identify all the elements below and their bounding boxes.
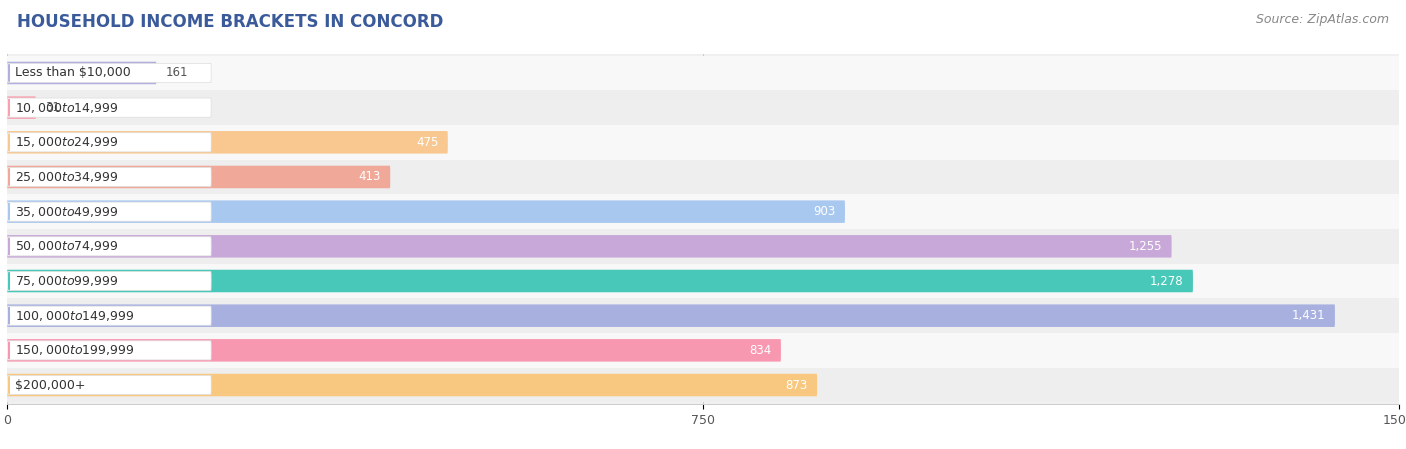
Text: 475: 475 <box>416 136 439 149</box>
Text: 1,431: 1,431 <box>1292 309 1326 322</box>
Text: 1,278: 1,278 <box>1150 274 1184 287</box>
Text: $25,000 to $34,999: $25,000 to $34,999 <box>15 170 118 184</box>
FancyBboxPatch shape <box>7 97 35 119</box>
Text: $200,000+: $200,000+ <box>15 379 86 392</box>
FancyBboxPatch shape <box>7 270 1192 292</box>
Bar <box>7 56 1399 90</box>
Bar <box>7 160 1399 194</box>
FancyBboxPatch shape <box>7 133 211 152</box>
Text: $10,000 to $14,999: $10,000 to $14,999 <box>15 101 118 114</box>
FancyBboxPatch shape <box>7 62 156 84</box>
Text: 31: 31 <box>45 101 60 114</box>
FancyBboxPatch shape <box>7 304 1334 327</box>
Text: HOUSEHOLD INCOME BRACKETS IN CONCORD: HOUSEHOLD INCOME BRACKETS IN CONCORD <box>17 13 443 31</box>
FancyBboxPatch shape <box>7 63 211 83</box>
Text: $100,000 to $149,999: $100,000 to $149,999 <box>15 308 135 323</box>
FancyBboxPatch shape <box>7 237 211 256</box>
Text: 873: 873 <box>786 379 808 392</box>
FancyBboxPatch shape <box>7 272 211 291</box>
Text: 161: 161 <box>166 66 188 79</box>
Text: $35,000 to $49,999: $35,000 to $49,999 <box>15 205 118 219</box>
FancyBboxPatch shape <box>7 375 211 395</box>
Text: Source: ZipAtlas.com: Source: ZipAtlas.com <box>1256 13 1389 26</box>
FancyBboxPatch shape <box>7 339 780 361</box>
FancyBboxPatch shape <box>7 98 211 117</box>
Bar <box>7 229 1399 264</box>
Bar <box>7 333 1399 368</box>
FancyBboxPatch shape <box>7 341 211 360</box>
Text: 1,255: 1,255 <box>1129 240 1163 253</box>
Bar <box>7 264 1399 298</box>
FancyBboxPatch shape <box>7 166 391 188</box>
Text: $150,000 to $199,999: $150,000 to $199,999 <box>15 343 135 357</box>
FancyBboxPatch shape <box>7 131 447 154</box>
Bar <box>7 298 1399 333</box>
FancyBboxPatch shape <box>7 306 211 325</box>
Bar <box>7 125 1399 160</box>
FancyBboxPatch shape <box>7 202 211 221</box>
FancyBboxPatch shape <box>7 200 845 223</box>
Text: $50,000 to $74,999: $50,000 to $74,999 <box>15 239 118 253</box>
Text: 903: 903 <box>814 205 835 218</box>
Bar <box>7 194 1399 229</box>
Text: 834: 834 <box>749 344 772 357</box>
FancyBboxPatch shape <box>7 167 211 186</box>
Text: 413: 413 <box>359 171 381 184</box>
Text: $75,000 to $99,999: $75,000 to $99,999 <box>15 274 118 288</box>
Text: $15,000 to $24,999: $15,000 to $24,999 <box>15 135 118 150</box>
FancyBboxPatch shape <box>7 235 1171 258</box>
Bar <box>7 368 1399 402</box>
Text: Less than $10,000: Less than $10,000 <box>15 66 131 79</box>
Bar <box>7 90 1399 125</box>
FancyBboxPatch shape <box>7 374 817 396</box>
